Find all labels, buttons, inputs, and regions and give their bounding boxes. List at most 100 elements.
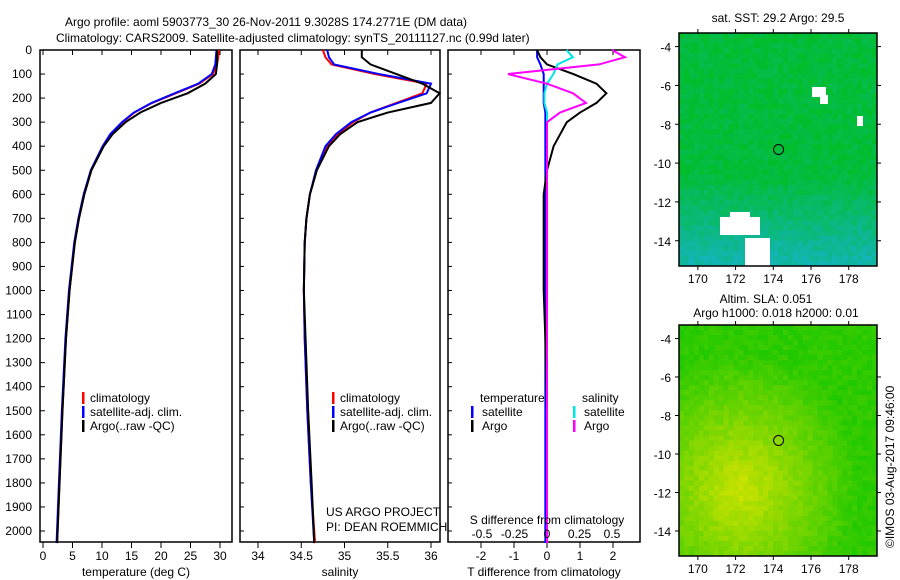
map-frame xyxy=(678,32,878,267)
series-line-argo-raw-qc- xyxy=(302,50,442,544)
y-tick-label: 100 xyxy=(12,67,32,81)
map-x-tick-label: 176 xyxy=(801,562,821,576)
map-x-tick-label: 178 xyxy=(839,272,859,286)
map-frame xyxy=(678,324,878,557)
legend-swatch xyxy=(332,392,335,404)
legend-label: satellite-adj. clim. xyxy=(340,405,432,419)
y-tick-label: 1600 xyxy=(5,428,32,442)
series-line-s-satellite xyxy=(543,49,575,544)
legend-swatch xyxy=(471,406,474,418)
map-subtitle: Argo h1000: 0.018 h2000: 0.01 xyxy=(693,306,859,320)
legend-label: Argo xyxy=(584,419,610,433)
y-tick-label: 1900 xyxy=(5,500,32,514)
x-tick-label: 0 xyxy=(40,549,47,563)
map-x-tick-label: 170 xyxy=(688,272,708,286)
panel-2-frame xyxy=(239,49,441,543)
legend-label: satellite xyxy=(584,405,625,419)
x-axis-label: temperature (deg C) xyxy=(82,565,190,579)
x-axis-label: T difference from climatology xyxy=(467,565,621,579)
x-tick-label: 2 xyxy=(610,549,617,563)
y-tick-label: 1500 xyxy=(5,404,32,418)
x-tick-label: 10 xyxy=(95,549,109,563)
legend-label: Argo xyxy=(482,419,508,433)
y-tick-label: 2000 xyxy=(5,524,32,538)
x-tick-label: -1 xyxy=(509,549,520,563)
map-title: Altim. SLA: 0.051 xyxy=(720,292,813,306)
y-tick-label: 800 xyxy=(12,235,32,249)
map-sst xyxy=(679,33,878,267)
x-tick-label: 34.5 xyxy=(290,549,314,563)
argo-location-marker xyxy=(773,144,785,155)
y-tick-label: 1300 xyxy=(5,356,32,370)
x-tick-label: 30 xyxy=(213,549,227,563)
map-x-tick-label: 172 xyxy=(726,272,746,286)
series-line-argo-raw-qc- xyxy=(56,50,219,544)
legend-label: climatology xyxy=(340,391,400,405)
series-line-t-argo xyxy=(536,49,608,544)
y-tick-label: 1100 xyxy=(6,308,32,322)
map-y-tick-label: -12 xyxy=(654,486,672,500)
project-label: US ARGO PROJECT xyxy=(326,505,441,519)
x-tick-label: 35 xyxy=(338,549,352,563)
map-y-tick-label: -6 xyxy=(660,371,671,385)
map-y-tick-label: -12 xyxy=(654,196,672,210)
y-tick-label: 1700 xyxy=(5,452,32,466)
argo-location-marker xyxy=(773,435,785,446)
x2-tick-label: -0.5 xyxy=(472,527,493,541)
x2-axis-label: S difference from climatology xyxy=(470,513,625,527)
x-tick-label: 15 xyxy=(125,549,139,563)
y-tick-label: 200 xyxy=(12,91,32,105)
x-tick-label: 5 xyxy=(69,549,76,563)
map-y-tick-label: -4 xyxy=(660,332,671,346)
y-tick-label: 500 xyxy=(12,163,32,177)
title-line2: Climatology: CARS2009. Satellite-adjuste… xyxy=(56,31,530,45)
legend-swatch xyxy=(82,406,85,418)
map-x-tick-label: 174 xyxy=(763,562,783,576)
map-y-tick-label: -14 xyxy=(654,525,672,539)
legend-swatch xyxy=(332,406,335,418)
y-tick-label: 700 xyxy=(12,211,32,225)
y-tick-label: 1400 xyxy=(5,380,32,394)
legend-label: Argo(..raw -QC) xyxy=(90,419,175,433)
map-title: sat. SST: 29.2 Argo: 29.5 xyxy=(712,11,845,25)
legend-label: Argo(..raw -QC) xyxy=(340,419,425,433)
y-tick-label: 1000 xyxy=(5,284,32,298)
legend-swatch xyxy=(82,392,85,404)
map-x-tick-label: 176 xyxy=(801,272,821,286)
map-x-tick-label: 178 xyxy=(839,562,859,576)
x-tick-label: 0 xyxy=(544,549,551,563)
y-tick-label: 600 xyxy=(12,187,32,201)
map-sla xyxy=(679,325,878,557)
y-tick-label: 1200 xyxy=(5,332,32,346)
legend-label: satellite xyxy=(482,405,523,419)
map-y-tick-label: -10 xyxy=(654,157,672,171)
panel-3-frame xyxy=(447,49,641,543)
pi-label: PI: DEAN ROEMMICH xyxy=(326,520,447,534)
x-tick-label: 34 xyxy=(251,549,265,563)
x-tick-label: 36 xyxy=(424,549,438,563)
series-line-climatology xyxy=(56,49,220,544)
x-tick-label: -2 xyxy=(476,549,487,563)
map-y-tick-label: -4 xyxy=(660,41,671,55)
x-tick-label: 20 xyxy=(154,549,168,563)
series-line-satellite-adj-clim- xyxy=(302,49,433,544)
map-x-tick-label: 174 xyxy=(763,272,783,286)
y-tick-label: 300 xyxy=(12,115,32,129)
x-tick-label: 25 xyxy=(184,549,198,563)
map-y-tick-label: -8 xyxy=(660,118,671,132)
series-line-satellite-adj-clim- xyxy=(55,49,218,544)
legend-swatch xyxy=(573,406,576,418)
y-tick-label: 900 xyxy=(12,259,32,273)
map-y-tick-label: -8 xyxy=(660,409,671,423)
map-x-tick-label: 170 xyxy=(688,562,708,576)
y-tick-label: 0 xyxy=(25,43,32,57)
legend-label: satellite-adj. clim. xyxy=(90,405,182,419)
legend-swatch xyxy=(332,420,335,432)
y-tick-label: 400 xyxy=(12,139,32,153)
copyright-label: ©IMOS 03-Aug-2017 09:46:00 xyxy=(883,385,897,548)
x-tick-label: 35.5 xyxy=(376,549,400,563)
title-line1: Argo profile: aoml 5903773_30 26-Nov-201… xyxy=(65,15,467,29)
x2-tick-label: 0 xyxy=(544,527,551,541)
